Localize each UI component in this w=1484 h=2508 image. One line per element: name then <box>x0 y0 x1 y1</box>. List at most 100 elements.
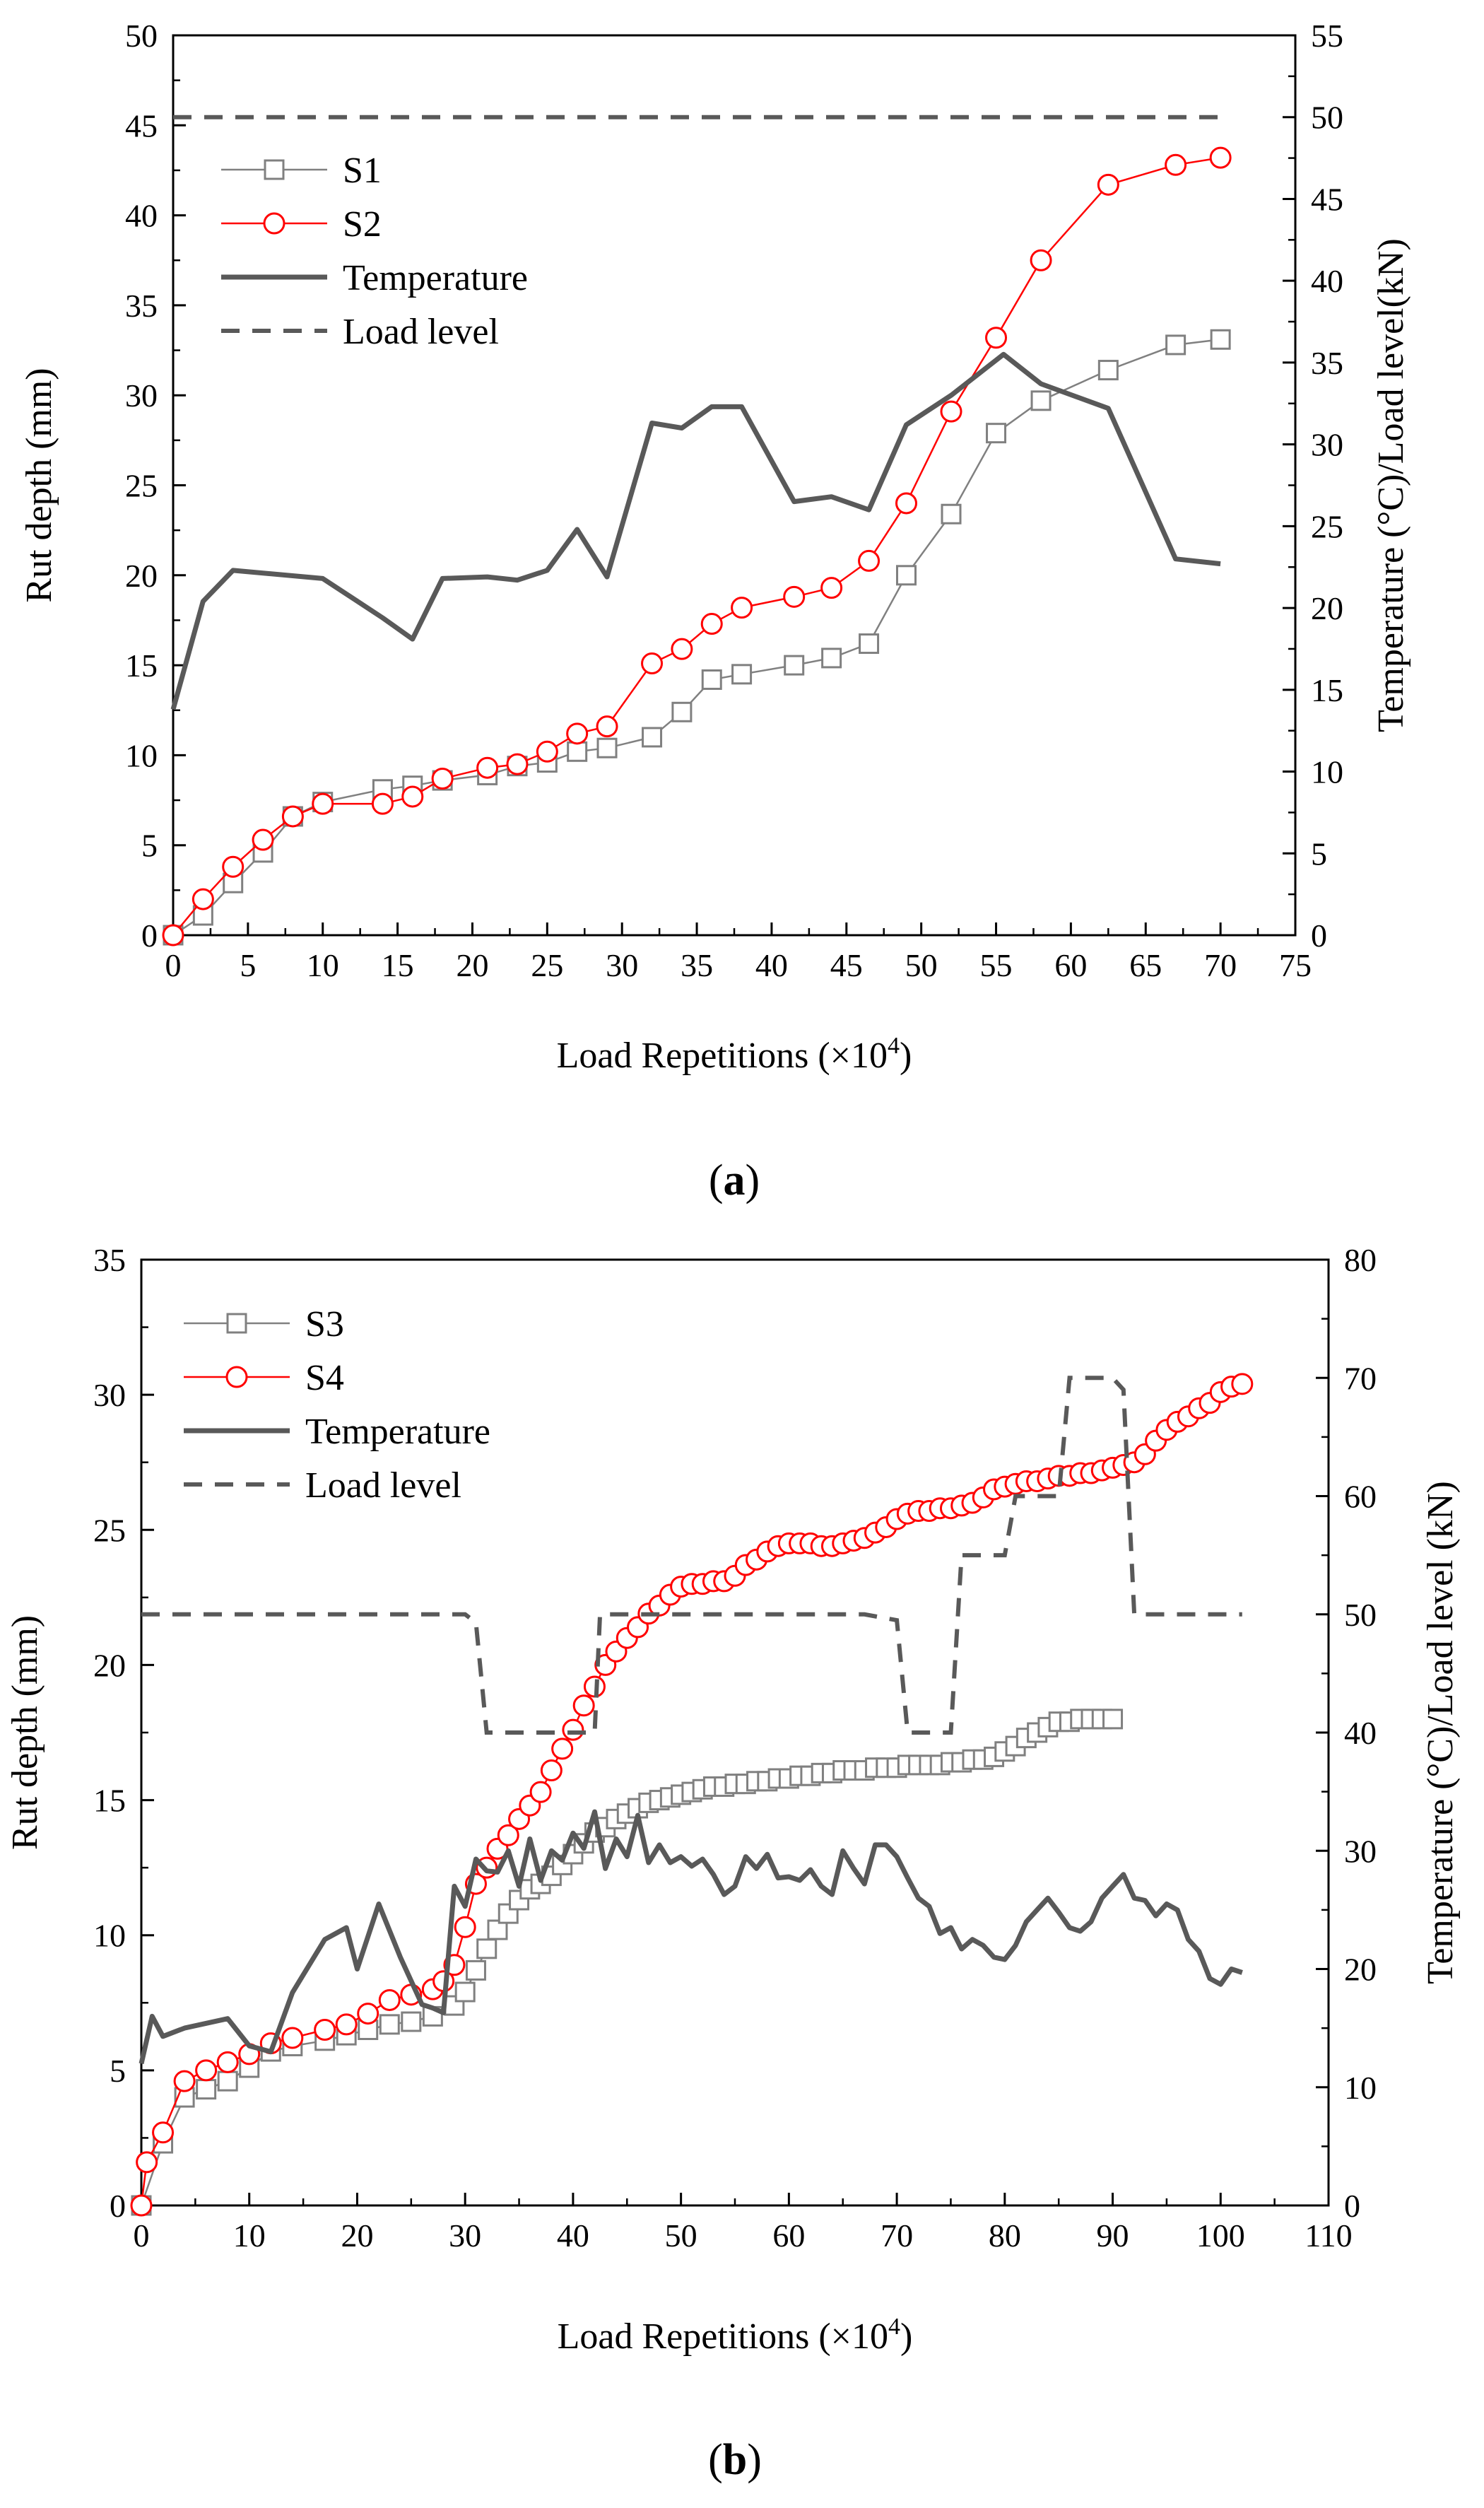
data-point-circle <box>454 1916 476 1938</box>
data-point-circle <box>431 767 454 790</box>
y-axis-label: Rut depth (mm) <box>19 368 59 602</box>
legend: S1 S2 Temperature Load level <box>221 151 528 352</box>
y2-tick-label: 50 <box>1344 1597 1377 1633</box>
data-point-circle <box>536 740 558 763</box>
temperature-line <box>139 1809 1243 2065</box>
data-point-square <box>379 2014 400 2035</box>
data-point-square <box>1030 390 1052 411</box>
data-point-square <box>859 633 880 655</box>
y-tick-label: 35 <box>125 288 158 324</box>
y2-tick-label: 50 <box>1311 100 1343 136</box>
y2-axis-label: Temperature (°C)/Load level(kN) <box>1371 238 1411 732</box>
data-point-circle <box>136 2151 158 2174</box>
x-tick-label: 75 <box>1279 947 1312 983</box>
data-point-circle <box>378 1988 401 2011</box>
data-point-circle <box>529 1781 552 1803</box>
legend-label: S1 <box>343 151 382 191</box>
series-s4 <box>130 1373 1254 2217</box>
data-point-circle <box>222 855 245 878</box>
legend-label: Load level <box>305 1465 461 1506</box>
data-point-circle <box>312 792 334 815</box>
data-point-circle <box>671 638 693 660</box>
x-tick-label: 10 <box>307 947 339 983</box>
data-point-square <box>941 503 962 525</box>
y2-tick-label: 55 <box>1311 18 1343 54</box>
y-tick-label: 50 <box>125 18 158 54</box>
y2-axis-label: Temperature (°C)/Load level (kN) <box>1420 1481 1461 1984</box>
data-point-circle <box>566 722 589 745</box>
data-point-circle <box>783 585 806 608</box>
series-line <box>172 156 1221 936</box>
data-point-circle <box>1165 153 1187 176</box>
x-axis-label: Load Repetitions (×104) <box>557 1033 912 1076</box>
y-tick-label: 20 <box>125 558 158 594</box>
legend-label: S3 <box>305 1304 344 1344</box>
data-point-circle <box>731 597 753 619</box>
series-line <box>140 1718 1113 2206</box>
data-point-circle <box>562 1718 584 1741</box>
x-tick-label: 10 <box>233 2217 266 2254</box>
data-point-circle <box>357 2003 379 2025</box>
x-tick-label: 0 <box>165 947 182 983</box>
plot-frame <box>172 34 1297 937</box>
y2-tick-label: 40 <box>1311 263 1343 299</box>
y2-tick-label: 20 <box>1344 1952 1377 1988</box>
x-tick-label: 80 <box>989 2217 1021 2254</box>
data-point-square <box>671 701 693 722</box>
y-tick-label: 5 <box>141 828 158 864</box>
data-point-circle <box>173 2070 196 2092</box>
x-tick-label: 0 <box>134 2217 150 2254</box>
y2-tick-label: 5 <box>1311 836 1327 872</box>
y2-tick-label: 10 <box>1344 2070 1377 2106</box>
x-tick-label: 50 <box>665 2217 697 2254</box>
y2-tick-label: 0 <box>1344 2188 1360 2224</box>
x-tick-label: 100 <box>1196 2217 1245 2254</box>
y-tick-label: 15 <box>125 647 158 684</box>
data-point-circle <box>985 327 1008 349</box>
y-tick-label: 10 <box>93 1918 126 1954</box>
data-point-circle <box>252 828 274 851</box>
legend-label: Load level <box>343 312 499 352</box>
y2-tick-label: 30 <box>1311 427 1343 463</box>
legend-label: Temperature <box>343 258 528 298</box>
y-tick-label: 15 <box>93 1783 126 1819</box>
y-tick-label: 45 <box>125 107 158 143</box>
x-tick-label: 15 <box>382 947 414 983</box>
x-tick-label: 60 <box>772 2217 805 2254</box>
x-tick-label: 25 <box>531 947 563 983</box>
series-temperature <box>170 351 1221 710</box>
chart-a: 0 5 10 15 20 25 30 35 40 45 50 55 60 65 70 750510152025… <box>19 18 1411 1205</box>
x-tick-label: 70 <box>881 2217 913 2254</box>
x-tick-label: 40 <box>557 2217 589 2254</box>
data-point-circle <box>641 652 664 675</box>
x-tick-label: 50 <box>905 947 938 983</box>
legend-marker-circle <box>263 212 285 235</box>
y2-tick-label: 20 <box>1311 590 1343 626</box>
data-point-circle <box>476 756 499 779</box>
chart-b: 0 10 20 30 40 50 60 70 80 90 100 110051015202530350… <box>5 1242 1461 2484</box>
y-tick-label: 30 <box>125 377 158 414</box>
data-point-square <box>821 647 842 669</box>
data-point-square <box>1097 360 1119 381</box>
data-point-circle <box>195 2059 218 2082</box>
y2-tick-label: 70 <box>1344 1360 1377 1396</box>
y-tick-label: 5 <box>110 2053 126 2089</box>
series-temperature <box>139 1809 1243 2065</box>
data-point-square <box>596 737 618 758</box>
x-tick-label: 65 <box>1129 947 1162 983</box>
data-point-circle <box>192 888 214 910</box>
x-tick-label: 30 <box>449 2217 481 2254</box>
y-tick-label: 30 <box>93 1377 126 1413</box>
y-tick-label: 40 <box>125 198 158 234</box>
y2-tick-label: 0 <box>1311 918 1327 954</box>
data-point-square <box>784 655 805 676</box>
y-tick-label: 20 <box>93 1647 126 1683</box>
x-axis-label: Load Repetitions (×104) <box>558 2314 913 2357</box>
data-point-circle <box>1030 249 1052 271</box>
data-point-square <box>401 2011 422 2032</box>
data-point-square <box>731 664 753 685</box>
series-s2 <box>162 146 1232 947</box>
data-point-circle <box>858 549 881 572</box>
y-tick-label: 10 <box>125 737 158 773</box>
